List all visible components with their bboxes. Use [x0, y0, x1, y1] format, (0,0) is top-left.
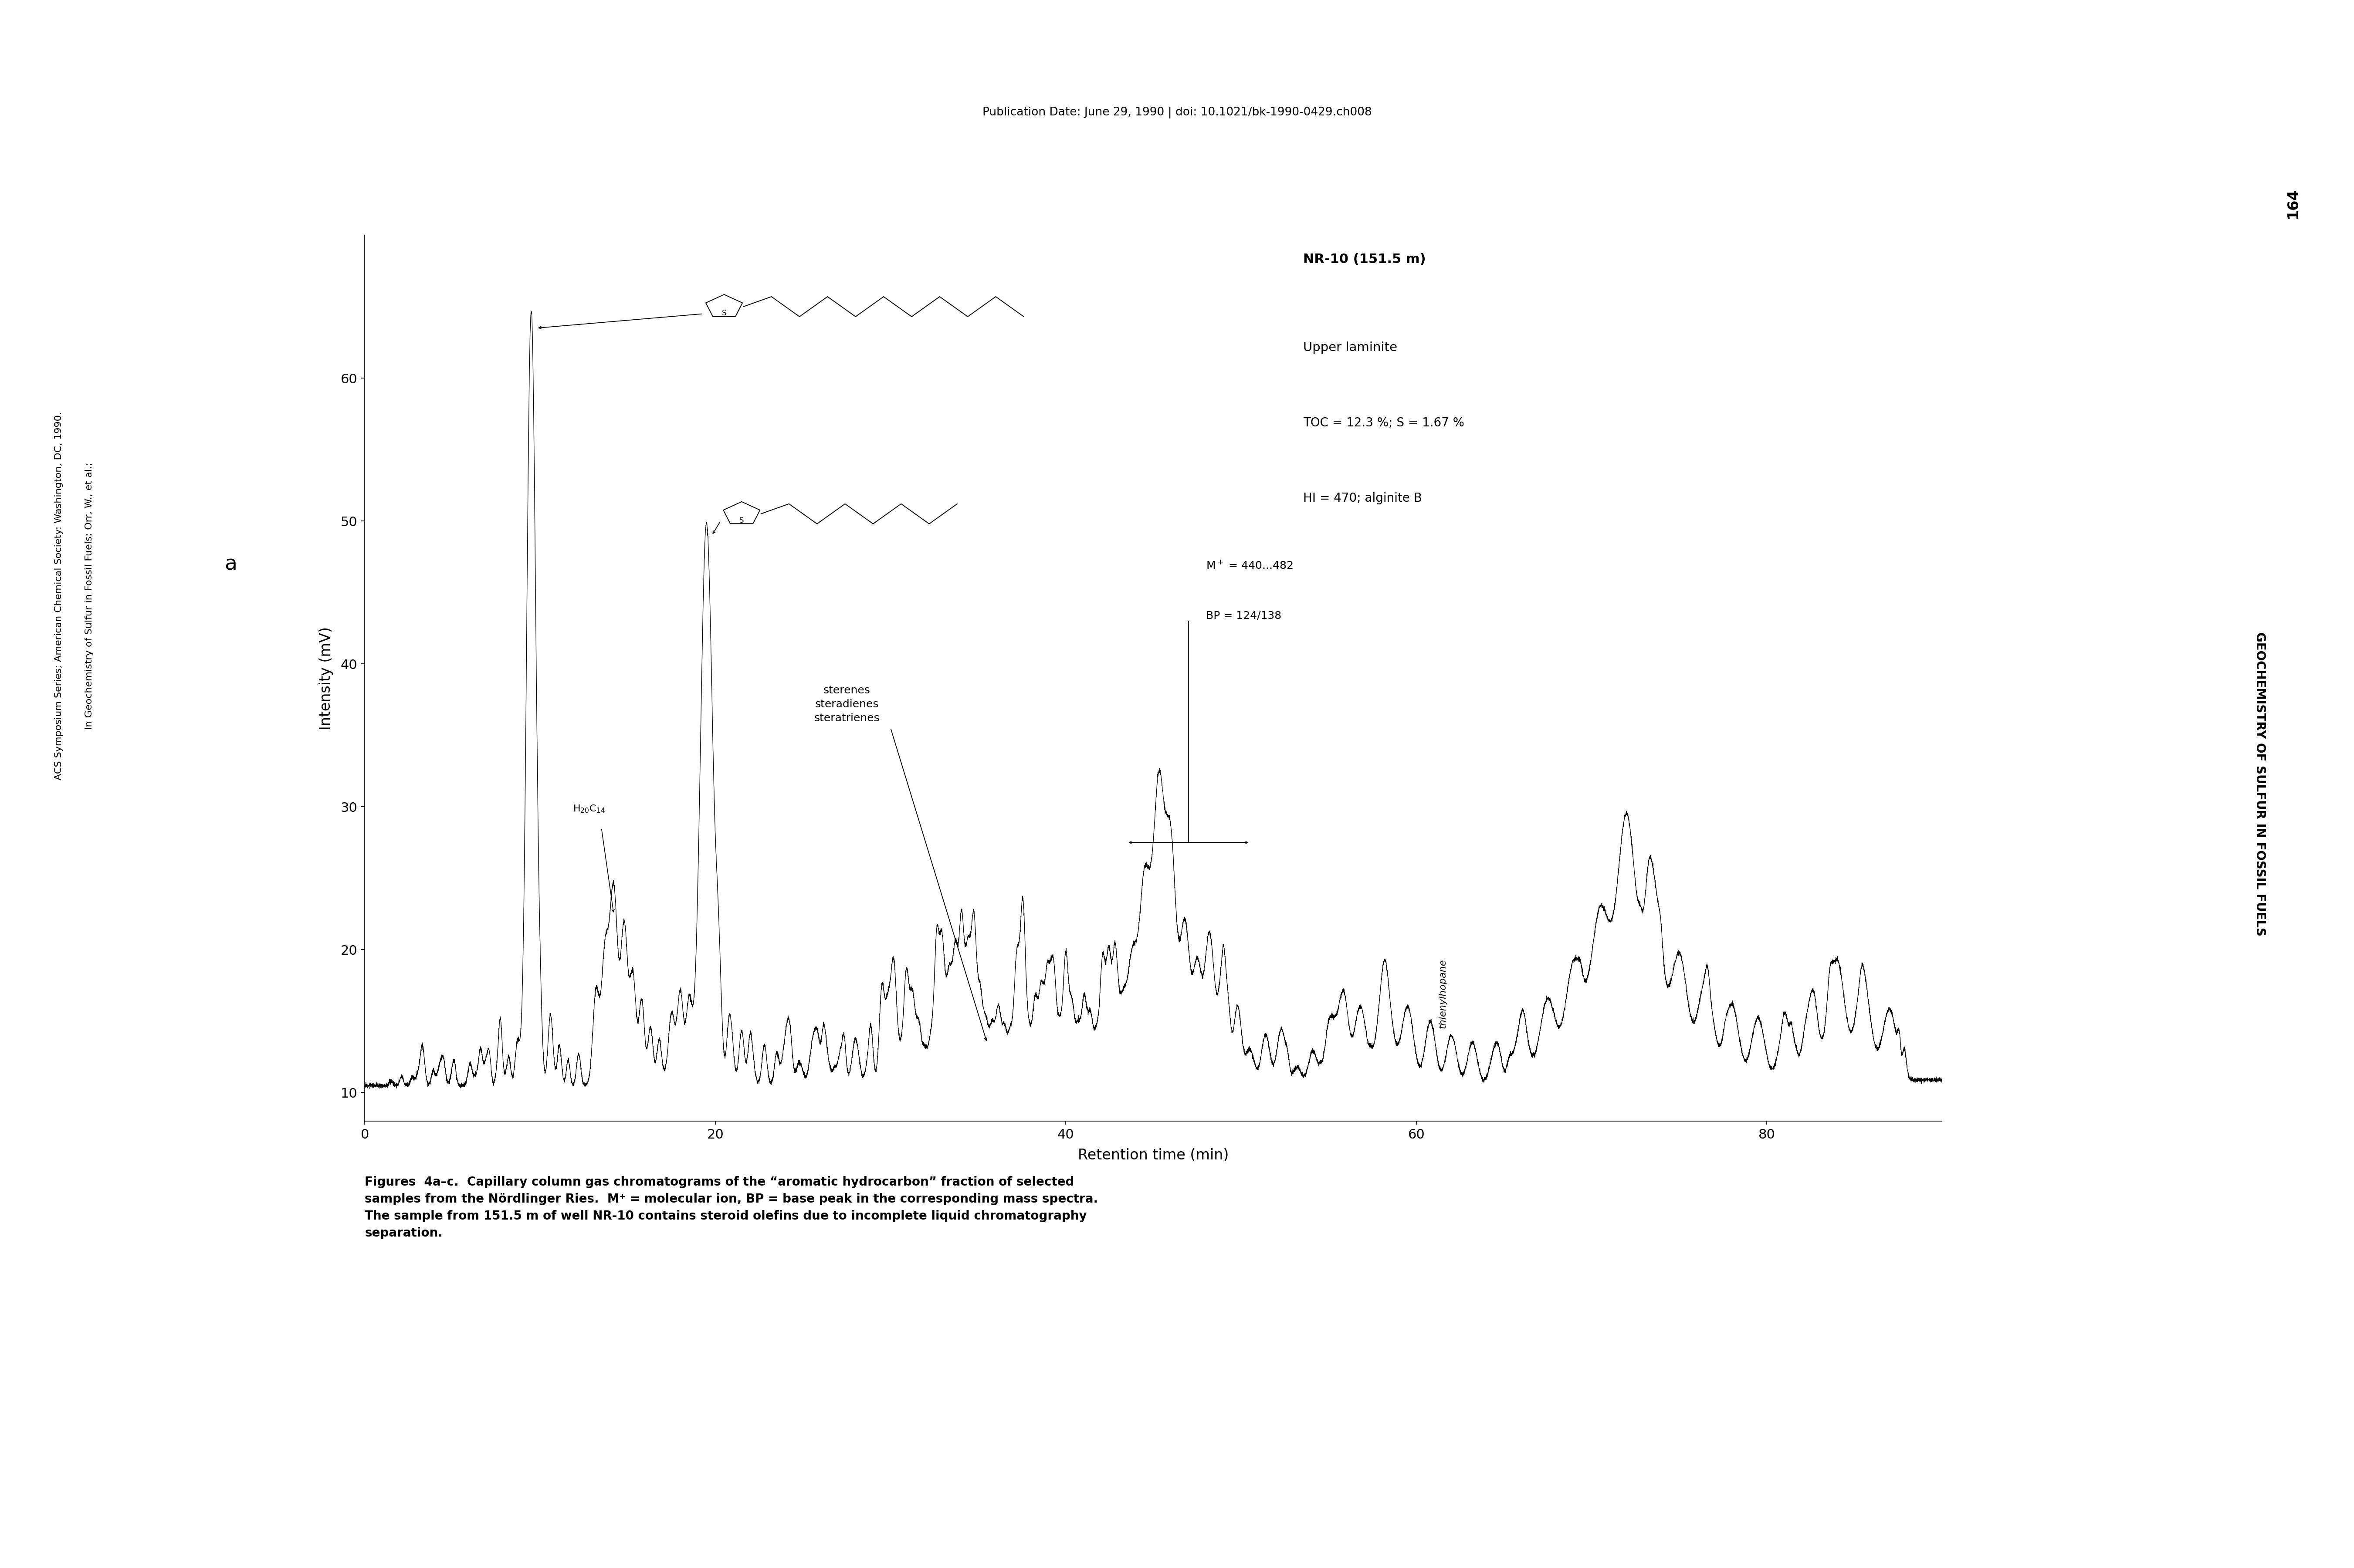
Text: HI = 470; alginite B: HI = 470; alginite B — [1304, 492, 1422, 505]
Text: 164: 164 — [2286, 188, 2300, 218]
Text: In Geochemistry of Sulfur in Fossil Fuels; Orr, W., et al.;: In Geochemistry of Sulfur in Fossil Fuel… — [85, 463, 94, 729]
Text: $\mathregular{H_{20}C_{14}}$: $\mathregular{H_{20}C_{14}}$ — [572, 804, 605, 814]
Text: GEOCHEMISTRY OF SULFUR IN FOSSIL FUELS: GEOCHEMISTRY OF SULFUR IN FOSSIL FUELS — [2253, 632, 2267, 936]
Text: TOC = 12.3 %; S = 1.67 %: TOC = 12.3 %; S = 1.67 % — [1304, 417, 1464, 430]
Text: Publication Date: June 29, 1990 | doi: 10.1021/bk-1990-0429.ch008: Publication Date: June 29, 1990 | doi: 1… — [982, 107, 1372, 118]
Text: Upper laminite: Upper laminite — [1304, 342, 1398, 354]
Text: BP = 124/138: BP = 124/138 — [1205, 610, 1281, 621]
Text: $\mathregular{M^+}$ = 440...482: $\mathregular{M^+}$ = 440...482 — [1205, 560, 1292, 571]
Text: S: S — [723, 309, 727, 317]
Text: NR-10 (151.5 m): NR-10 (151.5 m) — [1304, 252, 1427, 265]
Text: a: a — [224, 555, 238, 574]
X-axis label: Retention time (min): Retention time (min) — [1078, 1148, 1229, 1162]
Text: sterenes
steradienes
steratrienes: sterenes steradienes steratrienes — [814, 685, 880, 723]
Text: S: S — [739, 516, 744, 524]
Y-axis label: Intensity (mV): Intensity (mV) — [320, 627, 334, 729]
Text: thienylhopane: thienylhopane — [1438, 958, 1448, 1029]
Text: ACS Symposium Series; American Chemical Society: Washington, DC, 1990.: ACS Symposium Series; American Chemical … — [54, 412, 64, 779]
Text: Figures  4a–c.  Capillary column gas chromatograms of the “aromatic hydrocarbon”: Figures 4a–c. Capillary column gas chrom… — [365, 1176, 1099, 1239]
